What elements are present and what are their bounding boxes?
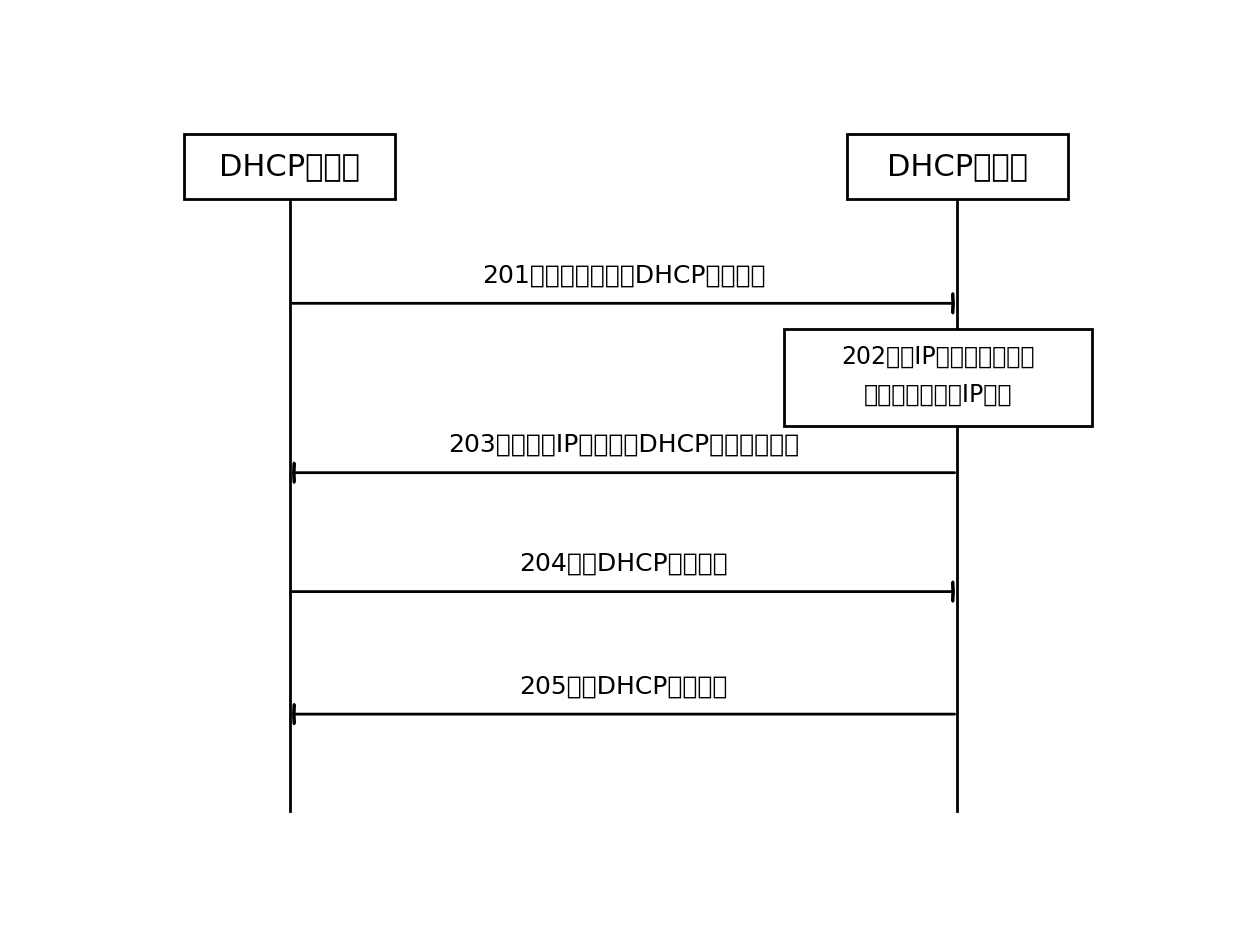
- Bar: [785, 329, 1092, 426]
- Text: 203将选出的IP地址通过DHCP提供报文发送: 203将选出的IP地址通过DHCP提供报文发送: [448, 432, 799, 457]
- Text: DHCP客户端: DHCP客户端: [219, 152, 360, 181]
- Bar: [847, 134, 1068, 198]
- Text: DHCP服务器: DHCP服务器: [887, 152, 1028, 181]
- Text: 205发送DHCP应答报文: 205发送DHCP应答报文: [520, 674, 728, 698]
- Text: 次序选择出一个IP地址: 次序选择出一个IP地址: [864, 383, 1013, 407]
- Bar: [184, 134, 396, 198]
- Text: 204发送DHCP请求报文: 204发送DHCP请求报文: [520, 551, 728, 576]
- Text: 201以广播方式发送DHCP发现报文: 201以广播方式发送DHCP发现报文: [481, 263, 765, 287]
- Text: 202根据IP地址分配的优先: 202根据IP地址分配的优先: [842, 345, 1035, 369]
